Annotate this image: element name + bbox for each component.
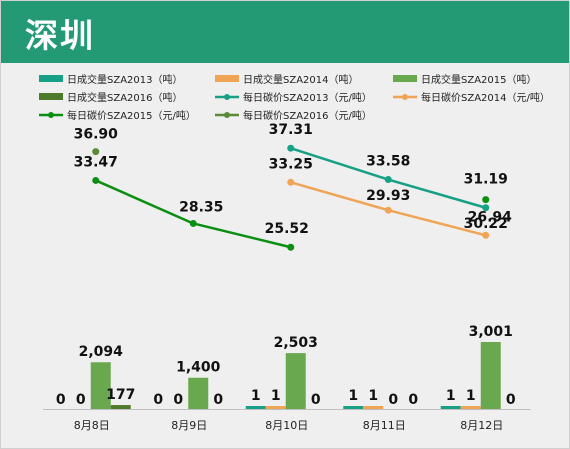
x-tick-label-2: 8月10日: [265, 419, 308, 432]
bar-label-s2-1: 0: [173, 392, 183, 408]
legend-swatch-bar-4: [39, 93, 63, 100]
x-axis: 8月8日 8月9日 8月10日 8月11日 8月12日: [43, 409, 531, 432]
bar-s2-4: [460, 406, 481, 409]
line-point-s1-3: [384, 176, 392, 184]
line-point-s2-3: [384, 206, 392, 214]
bar-label-s3-1: 1,400: [176, 360, 221, 376]
bar-label-s4-4: 0: [506, 392, 516, 408]
bar-s3-4: [480, 342, 501, 409]
bar-s2-3: [363, 406, 384, 409]
line-label-s1-4: 30.22: [464, 216, 508, 232]
legend-label-bar-1: 日成交量SZA2013（吨）: [67, 73, 183, 86]
line-label-s1-2: 37.31: [269, 122, 313, 138]
legend-label-bar-3: 日成交量SZA2015（吨）: [421, 73, 537, 86]
bar-label-s2-0: 0: [76, 392, 86, 408]
x-tick-label-1: 8月9日: [171, 419, 207, 432]
line-label-s3-0: 33.47: [74, 154, 118, 170]
legend-marker-line-3: [48, 112, 54, 118]
bar-label-s4-1: 0: [213, 392, 223, 408]
bar-label-s1-4: 1: [446, 388, 456, 404]
legend-label-line-3: 每日碳价SZA2015（元/吨）: [67, 109, 196, 122]
legend-label-bar-4: 日成交量SZA2016（吨）: [67, 91, 183, 104]
bar-label-s1-3: 1: [348, 388, 358, 404]
line-point-s3-1: [189, 219, 197, 227]
price-lines: 37.31 33.58 30.22 33.25 29.93 26.94 33.47 28.35…: [74, 122, 513, 251]
bar-s1-3: [343, 406, 364, 409]
line-point-s2-2: [287, 178, 295, 186]
line-segment-s1-0: [290, 147, 389, 181]
line-point-s3-2: [287, 243, 295, 251]
bar-s4-0: [110, 405, 131, 409]
legend: 日成交量SZA2013（吨） 日成交量SZA2014（吨） 日成交量SZA2015（…: [39, 73, 550, 122]
bar-label-s3-2: 2,503: [274, 335, 318, 351]
line-segment-s3-1: [192, 222, 292, 249]
legend-label-bar-2: 日成交量SZA2014（吨）: [243, 73, 359, 86]
legend-marker-line-2: [402, 94, 408, 100]
bar-label-s4-3: 0: [408, 392, 418, 408]
x-tick-label-3: 8月11日: [363, 419, 406, 432]
line-label-s2-3: 29.93: [366, 188, 410, 204]
line-point-s4-0: [92, 148, 100, 156]
line-label-s1-3: 33.58: [366, 154, 410, 170]
legend-swatch-bar-2: [215, 75, 239, 82]
bar-s3-1: [188, 377, 209, 409]
bar-label-s4-0: 177: [106, 387, 135, 403]
bar-s2-2: [265, 406, 286, 409]
page-title: 深圳: [25, 16, 95, 55]
line-segment-s2-1: [387, 208, 487, 237]
bar-label-s1-0: 0: [56, 392, 66, 408]
line-label-s3-4: 31.19: [464, 172, 508, 188]
legend-label-line-4: 每日碳价SZA2016（元/吨）: [243, 109, 372, 122]
bar-label-s3-3: 0: [388, 392, 398, 408]
line-point-s3-4: [482, 196, 490, 204]
header-bar: 深圳: [1, 1, 569, 63]
legend-marker-line-1: [224, 94, 230, 100]
legend-label-line-1: 每日碳价SZA2013（元/吨）: [243, 91, 372, 104]
line-segment-s3-0: [95, 179, 194, 225]
bar-s1-2: [245, 406, 266, 409]
legend-marker-line-4: [224, 112, 230, 118]
line-segment-s1-1: [387, 178, 487, 209]
line-point-s2-4: [482, 231, 490, 239]
line-label-s4-0: 36.90: [74, 127, 119, 143]
bar-s3-2: [285, 353, 306, 409]
bar-label-s1-1: 0: [153, 392, 163, 408]
bar-label-s1-2: 1: [251, 388, 261, 404]
legend-swatch-bar-1: [39, 75, 63, 82]
legend-label-line-2: 每日碳价SZA2014（元/吨）: [421, 91, 550, 104]
bar-label-s4-2: 0: [311, 392, 321, 408]
x-tick-label-0: 8月8日: [74, 419, 110, 432]
bar-s3-0: [90, 362, 111, 409]
line-point-s1-4: [482, 204, 490, 212]
line-label-s2-2: 33.25: [269, 156, 313, 172]
line-label-s3-2: 25.52: [265, 221, 309, 237]
line-point-s1-2: [287, 144, 295, 152]
line-segment-s2-0: [290, 181, 389, 212]
bar-s1-4: [440, 406, 461, 409]
bar-label-s2-2: 1: [271, 388, 281, 404]
bar-label-s3-0: 2,094: [79, 344, 124, 360]
line-point-s3-0: [92, 176, 100, 184]
bar-label-s2-4: 1: [466, 388, 476, 404]
line-label-s2-4: 26.94: [468, 209, 513, 225]
line-label-s3-1: 28.35: [179, 199, 223, 215]
bar-label-s2-3: 1: [368, 388, 378, 404]
legend-swatch-bar-3: [393, 75, 417, 82]
bar-label-s3-4: 3,001: [469, 324, 513, 340]
x-tick-label-4: 8月12日: [460, 419, 503, 432]
